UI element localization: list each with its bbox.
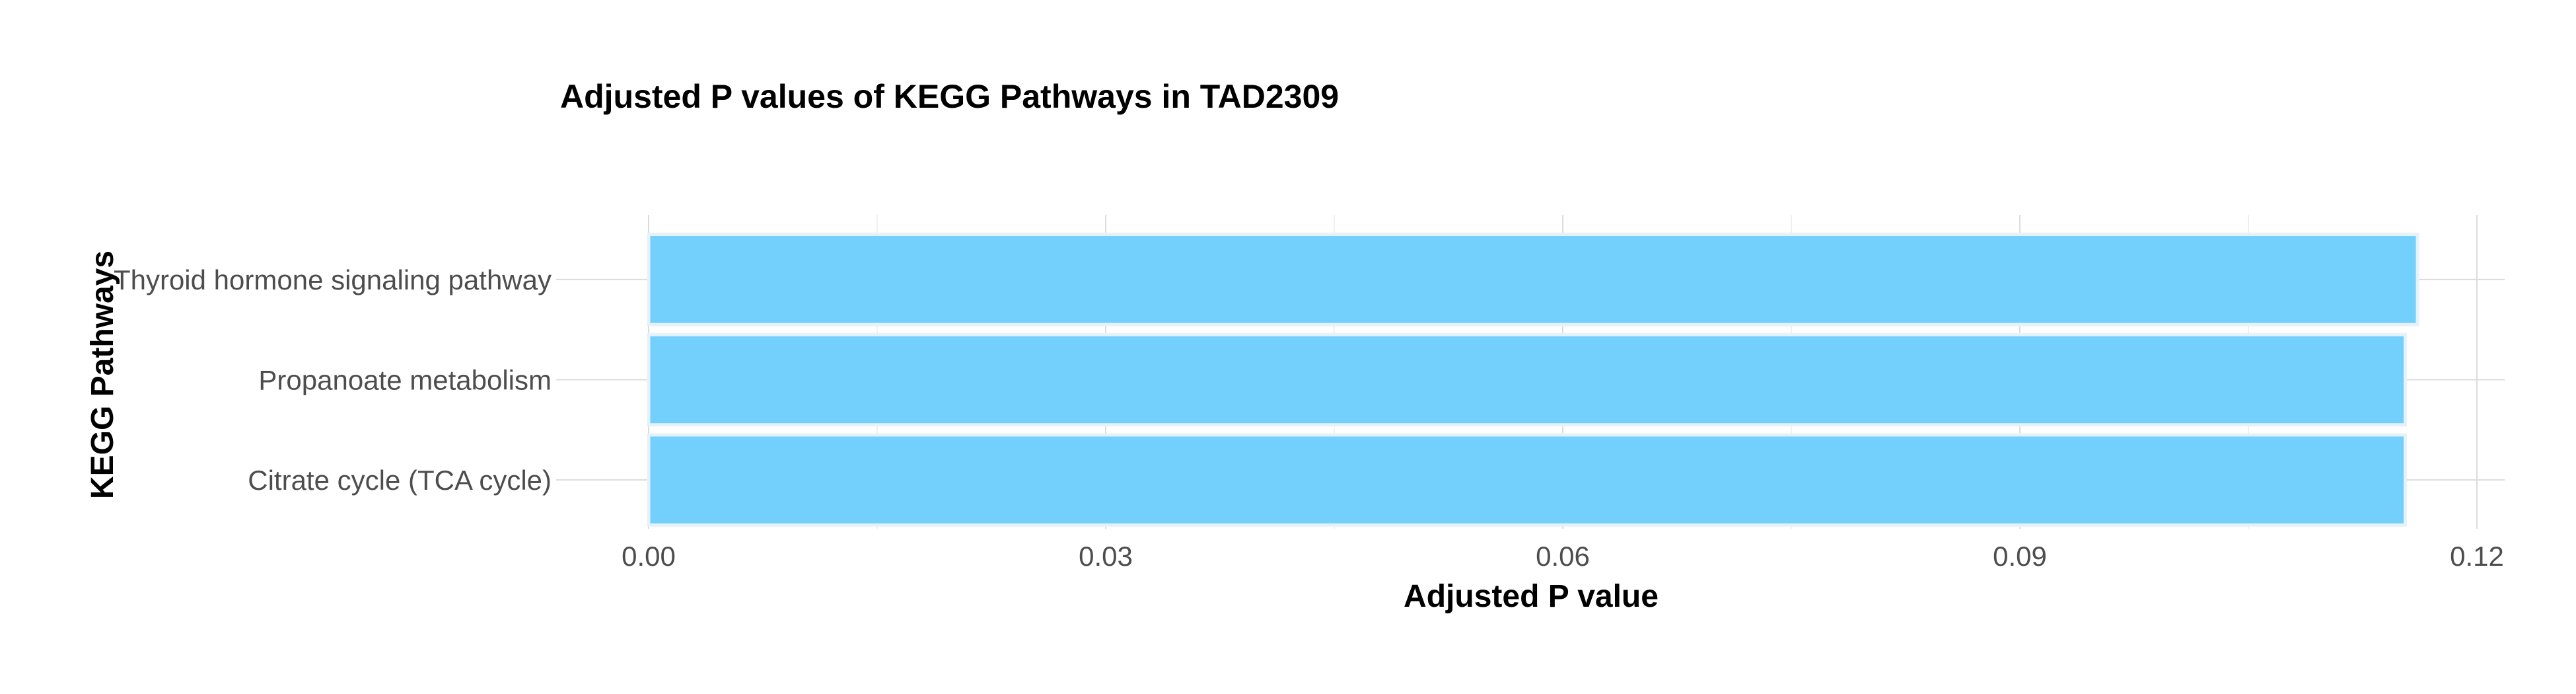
bar xyxy=(647,233,2419,327)
x-tick-label: 0.00 xyxy=(622,541,676,572)
x-tick-label: 0.06 xyxy=(1536,541,1590,572)
bars xyxy=(647,233,2419,527)
x-axis-title: Adjusted P value xyxy=(1404,579,1659,614)
y-category-label: Thyroid hormone signaling pathway xyxy=(114,264,552,295)
x-tick-label: 0.09 xyxy=(1993,541,2047,572)
bar xyxy=(647,433,2408,527)
x-tick-label: 0.03 xyxy=(1079,541,1133,572)
bar xyxy=(647,332,2408,427)
y-axis-title: KEGG Pathways xyxy=(85,251,120,499)
y-category-label: Citrate cycle (TCA cycle) xyxy=(248,465,552,496)
y-category-label: Propanoate metabolism xyxy=(258,365,552,396)
chart-title: Adjusted P values of KEGG Pathways in TA… xyxy=(560,78,1339,115)
x-tick-label: 0.12 xyxy=(2450,541,2504,572)
x-tick-labels: 0.00 0.03 0.06 0.09 0.12 xyxy=(622,541,2504,572)
y-category-labels: Thyroid hormone signaling pathway Propano… xyxy=(114,264,552,496)
